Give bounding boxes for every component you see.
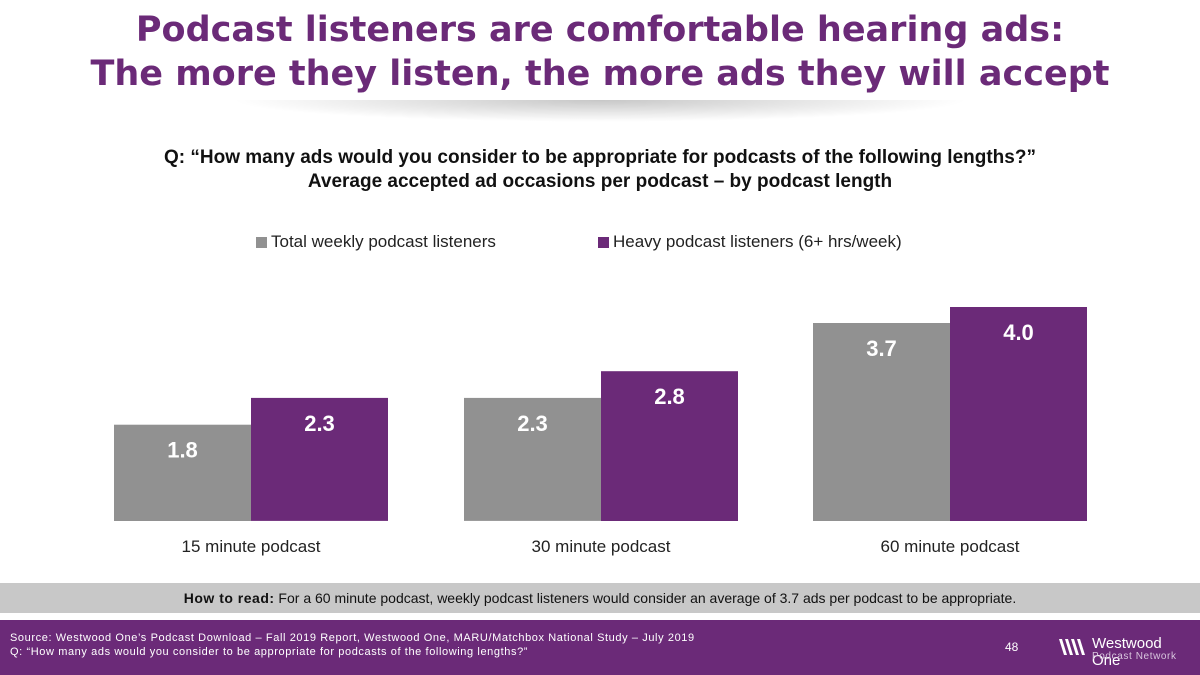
title-line-1: Podcast listeners are comfortable hearin… [135, 10, 1065, 50]
legend-item-total: Total weekly podcast listeners [256, 232, 496, 252]
chart-question: Q: “How many ads would you consider to b… [0, 146, 1200, 194]
bar-total-3 [813, 323, 950, 521]
category-label-3: 60 minute podcast [881, 537, 1020, 556]
data-label-heavy-3: 4.0 [1003, 320, 1034, 345]
question-line-2: Average accepted ad occasions per podcas… [307, 171, 893, 192]
source-note: Source: Westwood One’s Podcast Download … [10, 631, 695, 659]
chart-legend: Total weekly podcast listeners Heavy pod… [0, 232, 1200, 254]
legend-swatch-total [256, 236, 267, 248]
logo-name: Westwood One [1092, 635, 1162, 669]
data-label-heavy-2: 2.8 [654, 384, 685, 409]
category-label-1: 15 minute podcast [182, 537, 321, 556]
bar-total-1 [114, 424, 251, 521]
bar-total-2 [464, 397, 601, 521]
source-line-1: Source: Westwood One’s Podcast Download … [10, 632, 695, 644]
title-shadow-divider [230, 100, 970, 122]
westwood-logo-icon [1059, 639, 1085, 655]
data-label-total-2: 2.3 [517, 411, 548, 436]
data-label-heavy-1: 2.3 [304, 411, 335, 436]
bar-heavy-3 [950, 307, 1087, 521]
how-to-read-text: For a 60 minute podcast, weekly podcast … [274, 590, 1017, 606]
westwood-one-logo: Westwood One Podcast Network [1058, 635, 1193, 669]
source-line-2: Q: “How many ads would you consider to b… [10, 646, 529, 658]
data-label-total-1: 1.8 [167, 438, 198, 463]
legend-label-heavy: Heavy podcast listeners (6+ hrs/week) [613, 232, 902, 251]
page-number: 48 [1005, 640, 1019, 654]
bar-chart: 1.8 2.3 15 minute podcast 2.3 2.8 30 minute p… [114, 307, 1087, 556]
slide-title: Podcast listeners are comfortable hearin… [0, 8, 1200, 96]
bar-heavy-2 [601, 371, 738, 521]
category-label-2: 30 minute podcast [532, 537, 671, 556]
bar-heavy-1 [251, 397, 388, 521]
footer: Source: Westwood One’s Podcast Download … [0, 620, 1200, 675]
title-line-2: The more they listen, the more ads they … [90, 54, 1110, 94]
logo-subtitle: Podcast Network [1092, 651, 1177, 662]
legend-swatch-heavy [598, 236, 609, 248]
how-to-read-label: How to read: [183, 590, 275, 606]
legend-label-total: Total weekly podcast listeners [271, 232, 496, 251]
legend-item-heavy: Heavy podcast listeners (6+ hrs/week) [598, 232, 902, 252]
how-to-read-bar: How to read: For a 60 minute podcast, we… [0, 583, 1200, 613]
question-line-1: Q: “How many ads would you consider to b… [164, 147, 1036, 168]
data-label-total-3: 3.7 [866, 336, 897, 361]
